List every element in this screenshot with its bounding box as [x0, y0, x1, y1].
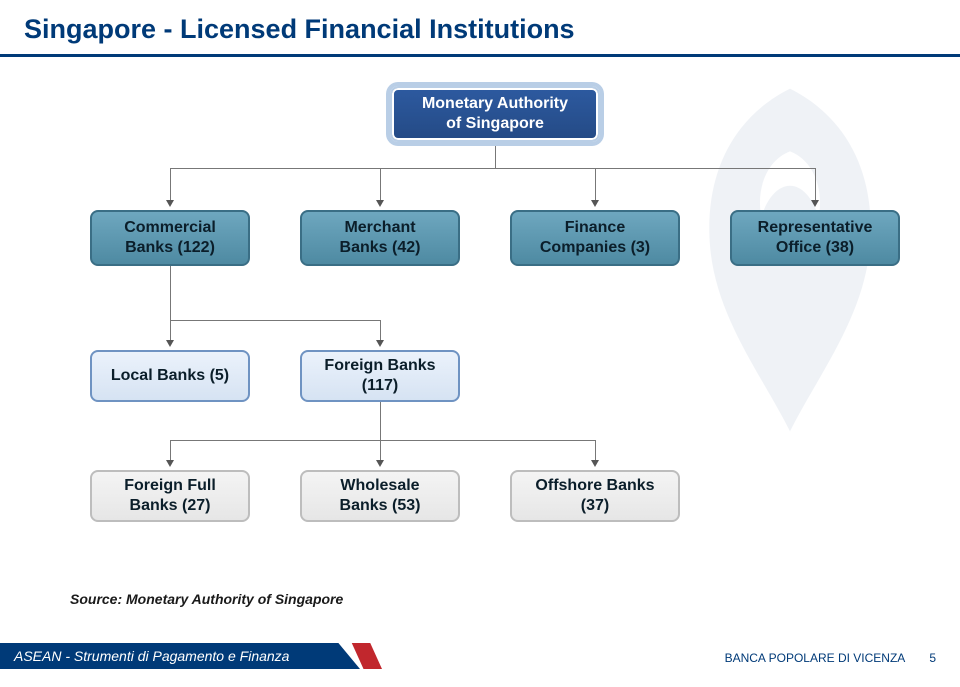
- node-label: Offshore Banks: [535, 476, 654, 496]
- connector: [170, 266, 171, 320]
- arrow-down-icon: [166, 200, 174, 207]
- arrow-down-icon: [376, 460, 384, 467]
- node-label: Banks (122): [125, 238, 215, 258]
- connector: [170, 440, 595, 441]
- node-foreign-banks: Foreign Banks (117): [300, 350, 460, 402]
- connector: [170, 320, 380, 321]
- node-merchant-banks: Merchant Banks (42): [300, 210, 460, 266]
- node-label: Local Banks (5): [111, 366, 229, 386]
- page-number: 5: [929, 651, 936, 665]
- connector: [380, 440, 381, 462]
- footer: ASEAN - Strumenti di Pagamento e Finanza…: [0, 639, 960, 673]
- connector: [380, 402, 381, 440]
- connector: [495, 142, 496, 168]
- title-underline: [0, 54, 960, 57]
- connector: [595, 440, 596, 462]
- arrow-down-icon: [811, 200, 819, 207]
- node-label: Companies (3): [540, 238, 650, 258]
- footer-right-text: BANCA POPOLARE DI VICENZA: [725, 651, 906, 665]
- node-label: Wholesale: [340, 476, 419, 496]
- source-citation: Source: Monetary Authority of Singapore: [70, 591, 343, 607]
- node-label: Merchant: [344, 218, 415, 238]
- node-label: Foreign Banks: [324, 356, 435, 376]
- connector: [380, 168, 381, 202]
- node-wholesale-banks: Wholesale Banks (53): [300, 470, 460, 522]
- node-label: Commercial: [124, 218, 216, 238]
- footer-right-group: BANCA POPOLARE DI VICENZA 5: [725, 651, 936, 665]
- node-label: (37): [581, 496, 609, 516]
- node-label: Foreign Full: [124, 476, 216, 496]
- node-foreign-full-banks: Foreign Full Banks (27): [90, 470, 250, 522]
- arrow-down-icon: [166, 460, 174, 467]
- node-label: (117): [362, 376, 398, 396]
- arrow-down-icon: [591, 200, 599, 207]
- node-label: Finance: [565, 218, 625, 238]
- connector: [170, 440, 171, 462]
- node-representative-office: Representative Office (38): [730, 210, 900, 266]
- node-label: Representative: [758, 218, 873, 238]
- footer-left-text: ASEAN - Strumenti di Pagamento e Finanza: [14, 648, 289, 664]
- arrow-down-icon: [591, 460, 599, 467]
- node-label: of Singapore: [446, 114, 544, 134]
- node-label: Monetary Authority: [422, 94, 568, 114]
- page-title: Singapore - Licensed Financial Instituti…: [0, 0, 960, 49]
- node-local-banks: Local Banks (5): [90, 350, 250, 402]
- footer-bar: ASEAN - Strumenti di Pagamento e Finanza: [0, 643, 360, 669]
- connector: [170, 320, 171, 342]
- connector: [170, 168, 815, 169]
- node-mas: Monetary Authority of Singapore: [390, 86, 600, 142]
- connector: [380, 320, 381, 342]
- node-offshore-banks: Offshore Banks (37): [510, 470, 680, 522]
- node-finance-companies: Finance Companies (3): [510, 210, 680, 266]
- connector: [595, 168, 596, 202]
- connector: [815, 168, 816, 202]
- node-label: Banks (53): [340, 496, 421, 516]
- node-label: Banks (42): [340, 238, 421, 258]
- node-label: Office (38): [776, 238, 854, 258]
- node-label: Banks (27): [130, 496, 211, 516]
- arrow-down-icon: [376, 340, 384, 347]
- arrow-down-icon: [166, 340, 174, 347]
- arrow-down-icon: [376, 200, 384, 207]
- node-commercial-banks: Commercial Banks (122): [90, 210, 250, 266]
- connector: [170, 168, 171, 202]
